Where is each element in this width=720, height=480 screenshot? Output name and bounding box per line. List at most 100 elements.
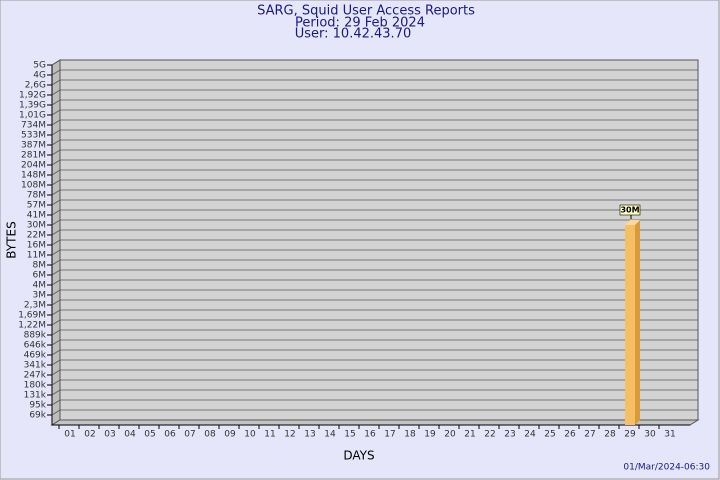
x-tick-label: 05	[144, 430, 155, 440]
x-tick-label: 25	[544, 430, 555, 440]
grid-line	[51, 69, 698, 76]
y-tick-label: 11M	[27, 251, 46, 261]
y-tick-label: 341k	[24, 361, 47, 371]
y-tick-label: 387M	[21, 141, 46, 151]
y-tick-label: 8M	[33, 261, 47, 271]
bar-top	[625, 220, 640, 225]
grid-line	[51, 369, 698, 376]
grid-line	[51, 79, 698, 86]
y-tick-label: 16M	[27, 241, 46, 251]
y-tick-label: 247k	[24, 371, 47, 381]
y-tick-label: 3M	[33, 291, 47, 301]
y-tick-label: 1,01G	[19, 111, 46, 121]
x-tick-label: 16	[364, 430, 376, 440]
grid-line	[51, 259, 698, 266]
grid-line	[51, 249, 698, 256]
grid-line	[51, 189, 698, 196]
x-tick-label: 09	[224, 430, 236, 440]
grid-line	[51, 319, 698, 326]
y-tick-label: 1,92G	[19, 91, 46, 101]
x-tick-label: 18	[404, 430, 416, 440]
grid-line	[51, 309, 698, 316]
x-tick-label: 29	[624, 430, 636, 440]
x-tick-label: 17	[384, 430, 395, 440]
x-tick-label: 19	[424, 430, 436, 440]
x-tick-label: 26	[564, 430, 576, 440]
x-tick-label: 14	[324, 430, 336, 440]
x-tick-label: 03	[104, 430, 115, 440]
x-tick-label: 27	[584, 430, 595, 440]
y-tick-label: 1,69M	[18, 311, 46, 321]
bar-side	[635, 220, 640, 425]
x-tick-label: 04	[124, 430, 136, 440]
x-tick-label: 22	[484, 430, 495, 440]
x-tick-label: 06	[164, 430, 176, 440]
grid-line	[51, 349, 698, 356]
grid-line	[51, 89, 698, 96]
y-tick-label: 30M	[27, 221, 46, 231]
y-tick-label: 204M	[21, 161, 46, 171]
period: Period: 29 Feb 2024	[295, 16, 425, 31]
grid-line	[51, 279, 698, 286]
timestamp: 01/Mar/2024-06:30	[623, 463, 710, 473]
y-tick-label: 889k	[24, 331, 47, 341]
grid-line	[51, 239, 698, 246]
grid-line	[51, 129, 698, 136]
grid-line	[51, 229, 698, 236]
x-tick-label: 07	[184, 430, 195, 440]
x-tick-label: 30	[644, 430, 656, 440]
grid-line	[51, 339, 698, 346]
grid-line	[51, 99, 698, 106]
grid-line	[51, 359, 698, 366]
y-tick-label: 95k	[29, 401, 46, 411]
y-tick-label: 1,22M	[18, 321, 46, 331]
grid-line	[51, 119, 698, 126]
chart-title: SARG, Squid User Access Reports	[257, 4, 475, 19]
grid-line	[51, 329, 698, 336]
y-tick-label: 4G	[33, 71, 46, 81]
y-tick-label: 2,3M	[24, 301, 46, 311]
x-tick-label: 12	[284, 430, 295, 440]
x-tick-label: 08	[204, 430, 216, 440]
x-tick-label: 24	[524, 430, 536, 440]
y-tick-label: 180k	[24, 381, 47, 391]
y-tick-label: 1,39G	[19, 101, 46, 111]
grid-line	[51, 139, 698, 146]
x-tick-label: 21	[464, 430, 475, 440]
y-tick-label: 22M	[27, 231, 46, 241]
y-tick-label: 131k	[24, 391, 47, 401]
y-tick-label: 69k	[29, 411, 46, 421]
grid-line	[51, 409, 698, 416]
grid-line	[51, 159, 698, 166]
x-tick-label: 20	[444, 430, 456, 440]
y-tick-label: 2,6G	[25, 81, 46, 91]
grid-line	[51, 179, 698, 186]
grid-line	[51, 289, 698, 296]
y-tick-label: 281M	[21, 151, 46, 161]
y-tick-label: 533M	[21, 131, 46, 141]
grid-line	[51, 209, 698, 216]
grid-line	[51, 109, 698, 116]
y-tick-label: 4M	[33, 281, 47, 291]
grid-line	[51, 269, 698, 276]
grid-line	[51, 169, 698, 176]
user: User: 10.42.43.70	[295, 27, 411, 42]
y-tick-label: 646k	[24, 341, 47, 351]
x-tick-label: 15	[344, 430, 355, 440]
bar	[625, 225, 635, 425]
value-label: 30M	[620, 206, 639, 215]
x-tick-label: 23	[504, 430, 515, 440]
x-tick-label: 31	[664, 430, 675, 440]
y-tick-label: 57M	[27, 201, 46, 211]
x-tick-label: 28	[604, 430, 616, 440]
y-tick-label: 734M	[21, 121, 46, 131]
y-tick-label: 5G	[33, 61, 46, 71]
x-tick-label: 13	[304, 430, 315, 440]
grid-line	[51, 399, 698, 406]
x-tick-label: 02	[84, 430, 95, 440]
y-tick-label: 148M	[21, 171, 46, 181]
y-axis-label: BYTES	[5, 221, 19, 258]
grid-line	[51, 219, 698, 226]
floor	[50, 419, 700, 426]
label-box	[619, 204, 641, 216]
